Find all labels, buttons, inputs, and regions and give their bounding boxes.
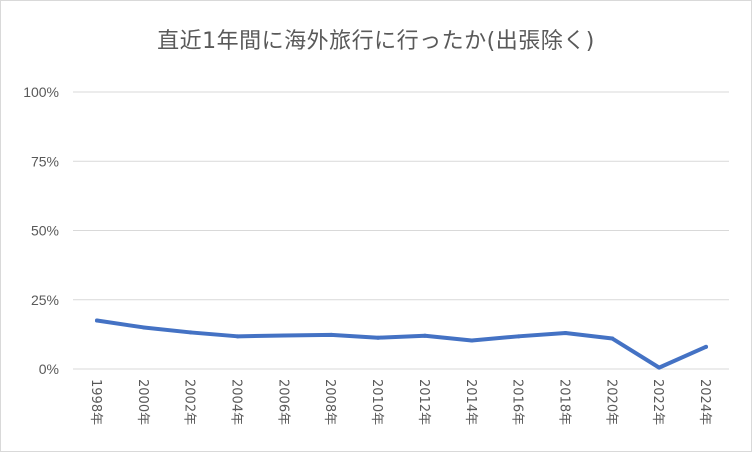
x-tick-label: 2018年 [556, 379, 571, 425]
x-tick-label: 2006年 [275, 379, 290, 425]
y-tick-label: 50% [31, 223, 59, 239]
data-point [95, 318, 99, 323]
data-point [188, 330, 193, 335]
x-tick-label: 2000年 [135, 379, 150, 425]
y-tick-label: 100% [23, 84, 59, 100]
data-point [376, 335, 381, 340]
y-tick-label: 75% [31, 153, 59, 169]
data-point [282, 333, 287, 338]
x-tick-label: 2010年 [369, 379, 384, 425]
data-point [516, 334, 521, 339]
data-point [422, 333, 427, 338]
x-tick-label: 2022年 [650, 379, 665, 425]
chart-title: 直近1年間に海外旅行に行ったか(出張除く) [157, 29, 595, 54]
y-tick-label: 25% [31, 292, 59, 308]
x-tick-label: 2004年 [229, 379, 244, 425]
x-tick-label: 1998年 [88, 379, 103, 425]
x-tick-label: 2020年 [603, 379, 618, 425]
data-point [704, 344, 708, 349]
x-axis-ticks: 1998年 2000年 2002年 2004年 2006年 2008年 2010年 2012年… [88, 379, 712, 425]
data-point [469, 338, 474, 343]
data-point [657, 365, 662, 370]
x-tick-label: 2012年 [416, 379, 431, 425]
series-layer [95, 318, 708, 370]
x-tick-label: 2002年 [182, 379, 197, 425]
x-tick-label: 2016年 [510, 379, 525, 425]
x-tick-label: 2024年 [697, 379, 712, 425]
data-point [563, 330, 568, 335]
data-point [329, 332, 334, 337]
y-tick-label: 0% [39, 361, 59, 377]
data-point [141, 325, 146, 330]
series-line [95, 318, 708, 370]
data-point [235, 334, 240, 339]
x-tick-label: 2014年 [463, 379, 478, 425]
gridlines [73, 91, 729, 370]
data-point [610, 336, 615, 341]
x-tick-label: 2008年 [322, 379, 337, 425]
y-axis-ticks: 0% 25% 50% 75% 100% [23, 84, 59, 377]
